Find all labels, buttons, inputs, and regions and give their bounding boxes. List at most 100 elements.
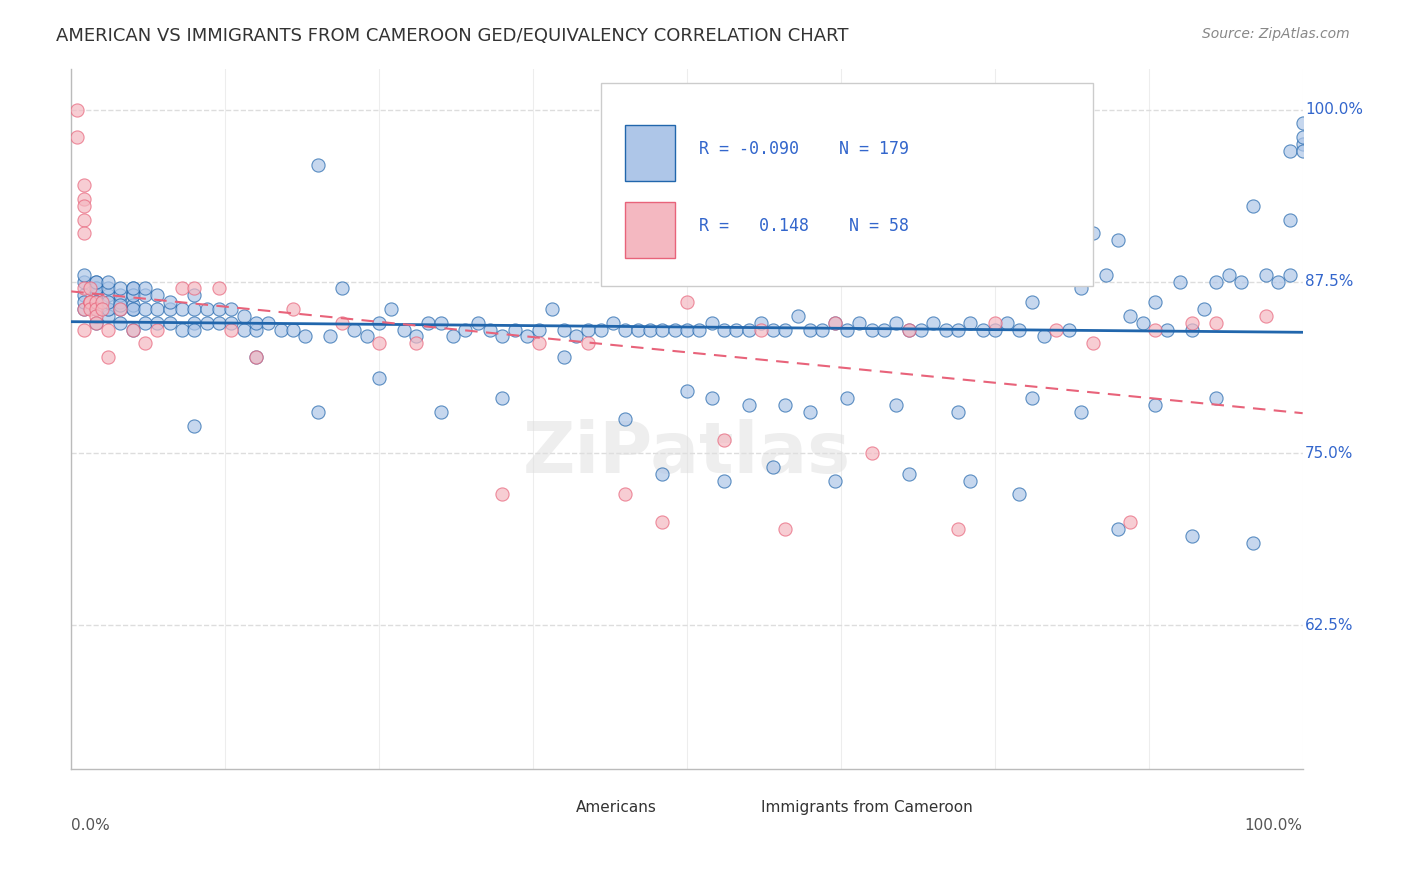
- Americans: [737, 323, 759, 337]
- Americans: [134, 281, 156, 295]
- Americans: [848, 316, 870, 330]
- Immigrants from Cameroon: [405, 336, 427, 351]
- Americans: [97, 295, 120, 310]
- Americans: [72, 275, 94, 289]
- Text: 0.0%: 0.0%: [72, 818, 110, 833]
- Americans: [97, 301, 120, 316]
- Americans: [97, 288, 120, 302]
- Immigrants from Cameroon: [713, 433, 735, 447]
- Americans: [762, 323, 785, 337]
- Immigrants from Cameroon: [368, 336, 391, 351]
- Americans: [713, 474, 735, 488]
- Immigrants from Cameroon: [330, 316, 353, 330]
- Americans: [1241, 199, 1264, 213]
- Immigrants from Cameroon: [146, 323, 169, 337]
- Americans: [84, 288, 107, 302]
- Americans: [134, 288, 156, 302]
- Americans: [270, 323, 292, 337]
- Immigrants from Cameroon: [72, 323, 94, 337]
- Americans: [935, 323, 957, 337]
- Immigrants from Cameroon: [775, 522, 797, 536]
- Americans: [995, 316, 1018, 330]
- Americans: [972, 323, 994, 337]
- Americans: [737, 398, 759, 412]
- Americans: [1192, 301, 1215, 316]
- Americans: [1241, 535, 1264, 549]
- Americans: [786, 309, 808, 323]
- Americans: [110, 316, 132, 330]
- Americans: [1045, 268, 1067, 282]
- Americans: [221, 301, 243, 316]
- Americans: [121, 301, 143, 316]
- Americans: [418, 316, 440, 330]
- Americans: [159, 316, 181, 330]
- Americans: [121, 323, 143, 337]
- Immigrants from Cameroon: [578, 336, 600, 351]
- Americans: [232, 323, 254, 337]
- Americans: [467, 316, 489, 330]
- Americans: [245, 323, 267, 337]
- Americans: [1132, 316, 1154, 330]
- Americans: [1143, 398, 1166, 412]
- Immigrants from Cameroon: [84, 295, 107, 310]
- Americans: [368, 370, 391, 384]
- Americans: [553, 350, 575, 364]
- Immigrants from Cameroon: [491, 487, 513, 501]
- Americans: [208, 301, 231, 316]
- Immigrants from Cameroon: [1083, 336, 1105, 351]
- Immigrants from Cameroon: [79, 301, 101, 316]
- Americans: [651, 467, 673, 481]
- Text: ZiPatlas: ZiPatlas: [523, 419, 851, 489]
- Americans: [134, 301, 156, 316]
- Americans: [208, 316, 231, 330]
- Americans: [183, 288, 205, 302]
- Americans: [159, 301, 181, 316]
- Americans: [1008, 487, 1031, 501]
- Americans: [1033, 329, 1056, 343]
- Immigrants from Cameroon: [84, 316, 107, 330]
- Americans: [1254, 268, 1277, 282]
- Americans: [811, 323, 834, 337]
- Americans: [97, 309, 120, 323]
- Americans: [602, 316, 624, 330]
- Immigrants from Cameroon: [91, 301, 114, 316]
- Americans: [959, 474, 981, 488]
- Americans: [170, 323, 193, 337]
- Text: 62.5%: 62.5%: [1305, 617, 1354, 632]
- Immigrants from Cameroon: [946, 522, 969, 536]
- Americans: [84, 275, 107, 289]
- Immigrants from Cameroon: [676, 295, 699, 310]
- Americans: [1292, 116, 1315, 130]
- Americans: [835, 392, 858, 406]
- Americans: [651, 323, 673, 337]
- Immigrants from Cameroon: [84, 309, 107, 323]
- Immigrants from Cameroon: [749, 323, 772, 337]
- FancyBboxPatch shape: [538, 794, 569, 822]
- Americans: [1143, 295, 1166, 310]
- Americans: [84, 281, 107, 295]
- Americans: [627, 323, 650, 337]
- Americans: [195, 316, 218, 330]
- Americans: [121, 298, 143, 312]
- Americans: [1292, 130, 1315, 145]
- Americans: [257, 316, 280, 330]
- Text: R =   0.148    N = 58: R = 0.148 N = 58: [699, 217, 910, 235]
- Text: Source: ZipAtlas.com: Source: ZipAtlas.com: [1202, 27, 1350, 41]
- Text: 100.0%: 100.0%: [1305, 103, 1364, 117]
- Americans: [1181, 529, 1204, 543]
- Americans: [1107, 233, 1129, 247]
- Immigrants from Cameroon: [170, 281, 193, 295]
- Immigrants from Cameroon: [1021, 240, 1043, 254]
- Americans: [762, 460, 785, 475]
- Americans: [565, 329, 588, 343]
- Americans: [97, 301, 120, 316]
- Immigrants from Cameroon: [79, 281, 101, 295]
- Americans: [1094, 268, 1116, 282]
- FancyBboxPatch shape: [626, 125, 675, 181]
- Americans: [1279, 144, 1302, 158]
- Immigrants from Cameroon: [97, 323, 120, 337]
- Text: AMERICAN VS IMMIGRANTS FROM CAMEROON GED/EQUIVALENCY CORRELATION CHART: AMERICAN VS IMMIGRANTS FROM CAMEROON GED…: [56, 27, 849, 45]
- Americans: [84, 301, 107, 316]
- Americans: [1205, 275, 1227, 289]
- Americans: [553, 323, 575, 337]
